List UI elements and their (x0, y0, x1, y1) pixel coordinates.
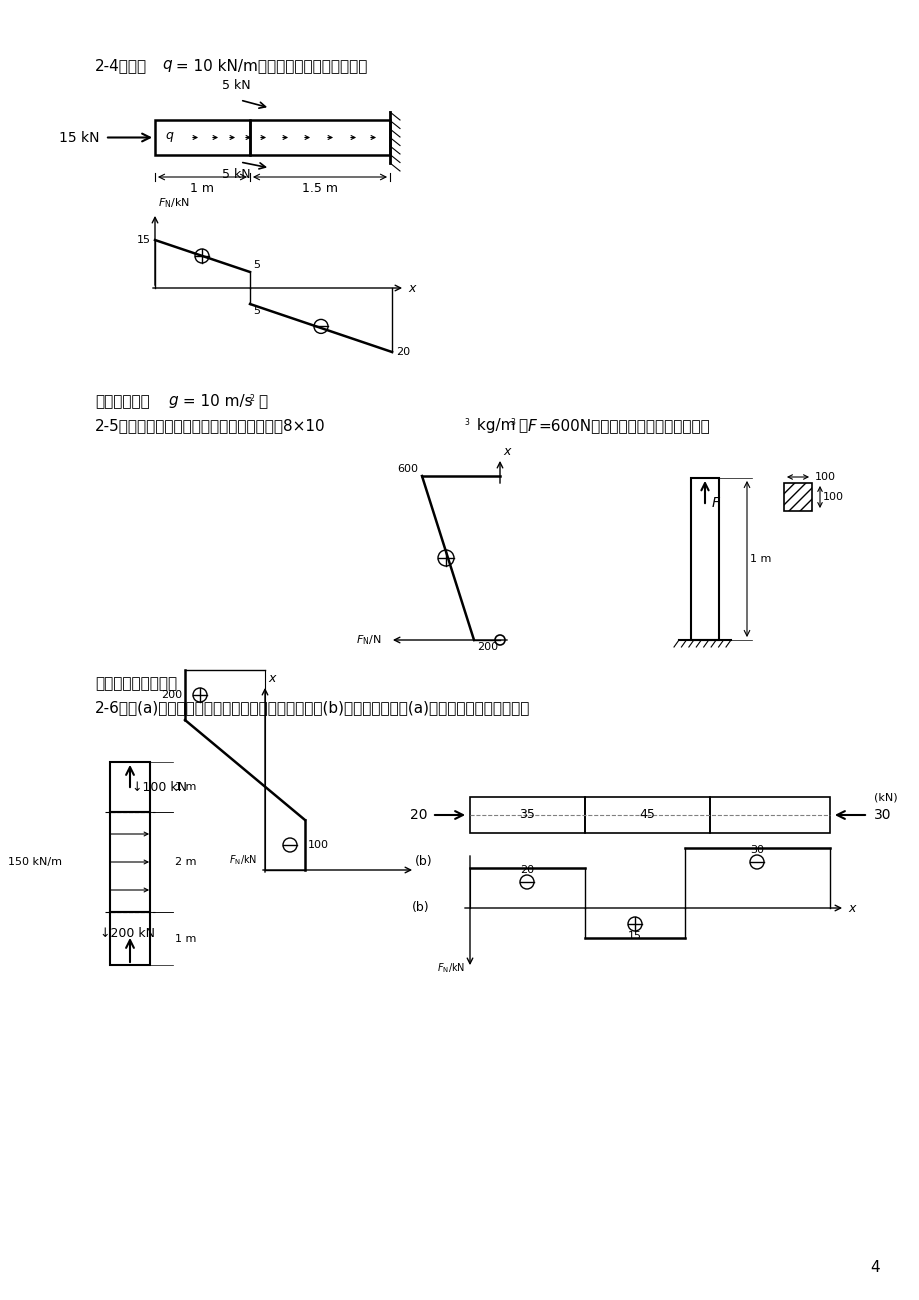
Text: (b): (b) (412, 901, 429, 914)
Text: 5 kN: 5 kN (221, 168, 250, 181)
Text: 1 m: 1 m (175, 783, 196, 792)
Text: 200: 200 (476, 642, 497, 653)
Text: 100: 100 (814, 472, 835, 482)
Text: $q$: $q$ (162, 58, 173, 74)
Text: ↓100 kN: ↓100 kN (131, 781, 187, 794)
Text: 20: 20 (395, 347, 410, 358)
Bar (110, 913, 150, 965)
Text: 35: 35 (519, 809, 535, 822)
Text: = 10 kN/m，试绘出图示杆件的轴力图: = 10 kN/m，试绘出图示杆件的轴力图 (171, 58, 367, 73)
Text: 5: 5 (253, 260, 260, 270)
Text: 20: 20 (410, 809, 427, 822)
Text: $x$: $x$ (847, 901, 857, 914)
Text: 5: 5 (253, 306, 260, 316)
Text: 2-6、图(a)所示直杆受轴向力作用，已知轴力图如图(b)所示。试绘出杆(a)所受的外力的方向和作用: 2-6、图(a)所示直杆受轴向力作用，已知轴力图如图(b)所示。试绘出杆(a)所… (95, 699, 529, 715)
Text: $x$: $x$ (267, 672, 278, 685)
Text: (b): (b) (414, 855, 432, 868)
Text: $F_\mathrm{N}$/kN: $F_\mathrm{N}$/kN (229, 853, 256, 867)
Text: 轴力图。（取: 轴力图。（取 (95, 394, 150, 410)
Text: (kN): (kN) (873, 792, 897, 802)
Text: $F_\mathrm{N}$/N: $F_\mathrm{N}$/N (356, 633, 381, 647)
Text: 45: 45 (639, 809, 654, 822)
Text: 1 m: 1 m (175, 933, 196, 944)
Text: $F$: $F$ (527, 419, 538, 434)
Text: 20: 20 (519, 864, 534, 875)
Text: $q$: $q$ (165, 130, 175, 143)
Text: $x$: $x$ (407, 282, 417, 295)
Text: $^3$: $^3$ (509, 419, 516, 428)
Bar (709, 797, 829, 833)
Text: 150 kN/m: 150 kN/m (8, 857, 62, 867)
Text: $x$: $x$ (503, 445, 512, 458)
Bar (154, 120, 250, 155)
Text: 2-4、已知: 2-4、已知 (95, 58, 147, 73)
Text: 5 kN: 5 kN (221, 79, 250, 92)
Text: 2 m: 2 m (175, 857, 197, 867)
Text: 15: 15 (628, 931, 641, 941)
Text: ↓200 kN: ↓200 kN (100, 927, 155, 940)
Bar (690, 478, 719, 640)
Bar (110, 812, 150, 913)
Text: 点，并标出力的值。: 点，并标出力的值。 (95, 676, 177, 692)
Text: ，: ， (517, 419, 527, 433)
Text: 15: 15 (137, 235, 151, 244)
Text: $F_\mathrm{N}$/kN: $F_\mathrm{N}$/kN (158, 196, 189, 211)
Text: 200: 200 (161, 690, 182, 699)
Text: $^2$: $^2$ (249, 394, 255, 404)
Text: 2-5、如图示受力杆，已知杆件的质量密度为8×10: 2-5、如图示受力杆，已知杆件的质量密度为8×10 (95, 419, 325, 433)
Text: 100: 100 (823, 491, 843, 502)
Text: $F_\mathrm{N}$/kN: $F_\mathrm{N}$/kN (437, 961, 464, 975)
Text: $F$: $F$ (710, 497, 720, 510)
Text: = 10 m/s: = 10 m/s (177, 394, 253, 410)
Text: 100: 100 (308, 840, 329, 850)
Text: 1 m: 1 m (749, 554, 770, 564)
Bar (250, 120, 390, 155)
Bar (110, 762, 150, 812)
Bar (783, 484, 811, 511)
Bar (470, 797, 584, 833)
Text: 30: 30 (873, 809, 891, 822)
Text: 30: 30 (749, 845, 763, 855)
Text: 1.5 m: 1.5 m (301, 182, 337, 195)
Text: 15 kN: 15 kN (60, 130, 100, 144)
Text: kg/m: kg/m (471, 419, 515, 433)
Bar (584, 797, 709, 833)
Text: $g$: $g$ (168, 394, 179, 410)
Text: 1 m: 1 m (190, 182, 214, 195)
Text: 4: 4 (869, 1260, 879, 1275)
Text: $^3$: $^3$ (463, 419, 470, 428)
Text: =600N，考虑杆件自重，试作杆件的: =600N，考虑杆件自重，试作杆件的 (538, 419, 709, 433)
Text: ）: ） (257, 394, 267, 410)
Text: 600: 600 (397, 464, 417, 474)
